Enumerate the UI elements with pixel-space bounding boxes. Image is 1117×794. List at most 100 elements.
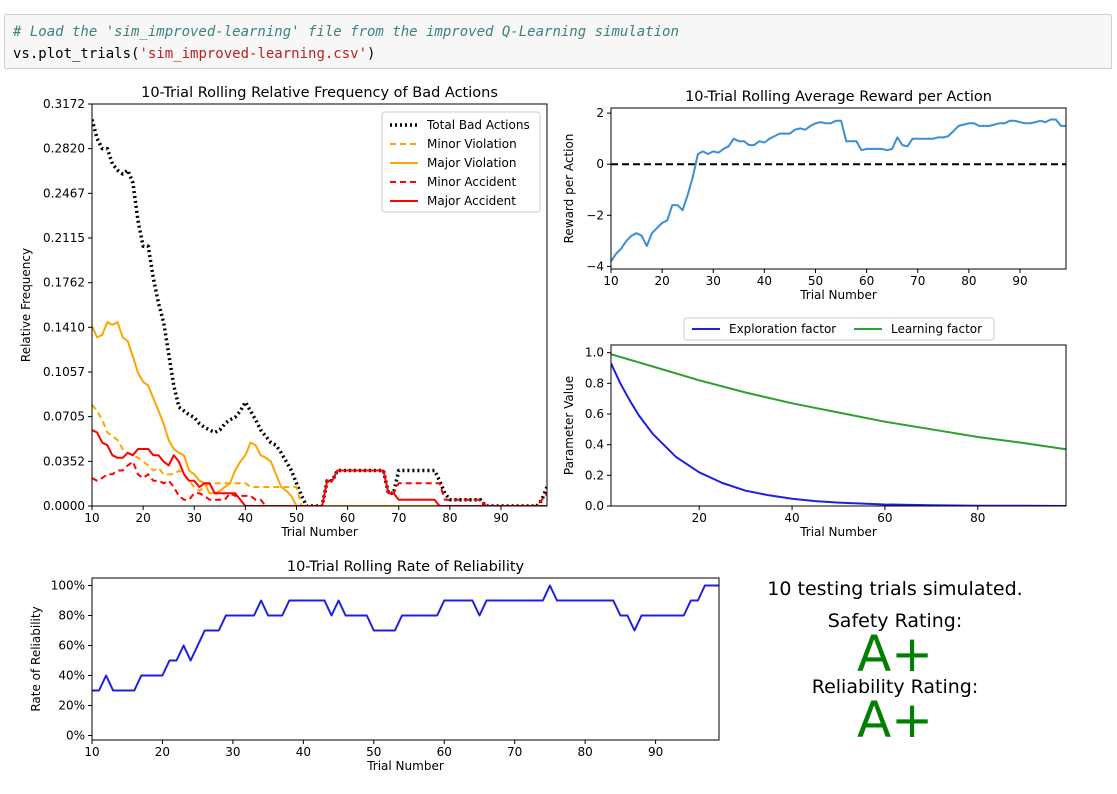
plot-frame: [91, 103, 548, 507]
y-tick-label: 0.0705: [43, 410, 85, 424]
y-tick-label: 0.4: [585, 438, 604, 452]
safety-label: Safety Rating:: [827, 610, 963, 632]
y-tick-label: −2: [586, 208, 604, 222]
legend-label: Minor Violation: [427, 137, 517, 151]
series-line-minor-accident: [92, 460, 547, 506]
y-tick-label: 60%: [58, 639, 85, 653]
x-tick-label: 10: [84, 745, 99, 759]
chart-reliability: 10 20 30 40 50 60 70 80 90 0% 20% 40% 60% 80% 100% 10-T…: [29, 559, 720, 773]
legend-label: Total Bad Actions: [426, 118, 530, 132]
y-tick-label: 2: [596, 106, 604, 120]
series-group: [92, 119, 547, 506]
y-tick-label: 0.2115: [43, 231, 85, 245]
legend-label: Minor Accident: [427, 175, 517, 189]
chart-title: 10-Trial Rolling Average Reward per Acti…: [685, 89, 992, 105]
legend-label: Exploration factor: [729, 322, 836, 336]
x-tick-label: 20: [135, 511, 150, 525]
x-tick-label: 60: [859, 274, 874, 288]
x-tick-label: 90: [493, 511, 508, 525]
y-tick-label: 0.1410: [43, 320, 85, 334]
reliability-label: Reliability Rating:: [811, 676, 979, 698]
x-axis-label: Trial Number: [280, 525, 358, 539]
y-axis-label: Parameter Value: [562, 376, 576, 475]
x-tick-label: 70: [910, 274, 925, 288]
series-line-minor-violation: [92, 403, 547, 506]
code-call-prefix: vs.plot_trials(: [13, 46, 140, 62]
plot-frame: [610, 344, 1067, 507]
x-tick-label: 30: [706, 274, 721, 288]
chart-reward: 10 20 30 40 50 60 70 80 90 −4 −2 0 2 10-Trial Rolling…: [562, 89, 1067, 302]
x-axis-label: Trial Number: [366, 759, 444, 773]
x-tick-label: 60: [340, 511, 355, 525]
y-tick-label: 80%: [58, 609, 85, 623]
y-tick-label: 0.2467: [43, 186, 85, 200]
x-tick-label: 20: [654, 274, 669, 288]
x-tick-label: 20: [692, 511, 707, 525]
series-line-reward-0: [611, 118, 1066, 262]
legend-label: Major Violation: [427, 156, 516, 170]
y-tick-label: 0: [596, 157, 604, 171]
y-tick-label: 0.0352: [43, 454, 85, 468]
x-tick-label: 70: [507, 745, 522, 759]
x-tick-label: 40: [757, 274, 772, 288]
x-tick-label: 80: [442, 511, 457, 525]
y-tick-label: 40%: [58, 669, 85, 683]
x-tick-label: 90: [1012, 274, 1027, 288]
legend-label: Learning factor: [891, 322, 982, 336]
x-tick-label: 80: [970, 511, 985, 525]
x-tick-label: 30: [187, 511, 202, 525]
series-line-major-accident: [92, 429, 547, 506]
series-group: [92, 584, 719, 692]
x-axis-label: Trial Number: [799, 525, 877, 539]
y-tick-label: 20%: [58, 699, 85, 713]
y-axis-label: Relative Frequency: [19, 248, 33, 362]
code-string-arg: 'sim_improved-learning.csv': [139, 46, 368, 62]
y-tick-label: 0.2820: [43, 142, 85, 156]
y-tick-label: 0.0000: [43, 499, 85, 513]
series-line-major-violation: [92, 321, 547, 506]
plot-frame: [91, 577, 720, 741]
plot-frame: [610, 107, 1067, 270]
code-cell[interactable]: # Load the 'sim_improved-learning' file …: [4, 14, 1112, 69]
legend-box: [683, 317, 995, 341]
series-line-total-bad-actions: [92, 119, 547, 506]
y-tick-label: 0%: [66, 729, 85, 743]
x-tick-label: 10: [84, 511, 99, 525]
ratings-panel: 10 testing trials simulated. Safety Rati…: [740, 578, 1050, 745]
chart-title: 10-Trial Rolling Rate of Reliability: [287, 559, 525, 575]
y-tick-label: 0.3172: [43, 97, 85, 111]
chart-params: 20 40 60 80 0.0 0.2 0.4 0.6 0.8 1.0 Trial Number Pa…: [562, 317, 1067, 539]
series-line-exploration-factor: [611, 362, 1066, 506]
x-tick-label: 40: [296, 745, 311, 759]
x-axis-label: Trial Number: [799, 288, 877, 302]
x-tick-label: 60: [437, 745, 452, 759]
y-axis-label: Reward per Action: [562, 134, 576, 244]
x-tick-label: 60: [877, 511, 892, 525]
y-tick-label: 100%: [51, 579, 85, 593]
x-tick-label: 50: [289, 511, 304, 525]
x-tick-label: 70: [391, 511, 406, 525]
x-tick-label: 40: [784, 511, 799, 525]
series-line-learning-factor: [611, 353, 1066, 451]
x-tick-label: 80: [578, 745, 593, 759]
y-tick-label: 0.8: [585, 376, 604, 390]
x-tick-label: 30: [225, 745, 240, 759]
x-tick-label: 50: [808, 274, 823, 288]
trials-summary: 10 testing trials simulated.: [767, 578, 1023, 600]
x-tick-label: 10: [603, 274, 618, 288]
x-tick-label: 20: [155, 745, 170, 759]
series-group: [611, 353, 1066, 506]
y-tick-label: 0.1057: [43, 365, 85, 379]
code-comment: # Load the 'sim_improved-learning' file …: [13, 24, 679, 40]
y-axis-label: Rate of Reliability: [29, 606, 43, 711]
y-tick-label: 0.2: [585, 468, 604, 482]
series-group: [611, 118, 1066, 262]
x-tick-label: 40: [238, 511, 253, 525]
y-tick-label: 0.6: [585, 407, 604, 421]
chart-bad: 10 20 30 40 50 60 70 80 90 0.0000 0.0352 0.0705 0.10…: [19, 85, 548, 539]
y-tick-label: 1.0: [585, 346, 604, 360]
figure: 10 20 30 40 50 60 70 80 900.00000.03520.07050.10…: [19, 85, 1067, 773]
legend-label: Major Accident: [427, 194, 516, 208]
safety-grade: A+: [856, 625, 934, 683]
y-tick-label: 0.0: [585, 499, 604, 513]
